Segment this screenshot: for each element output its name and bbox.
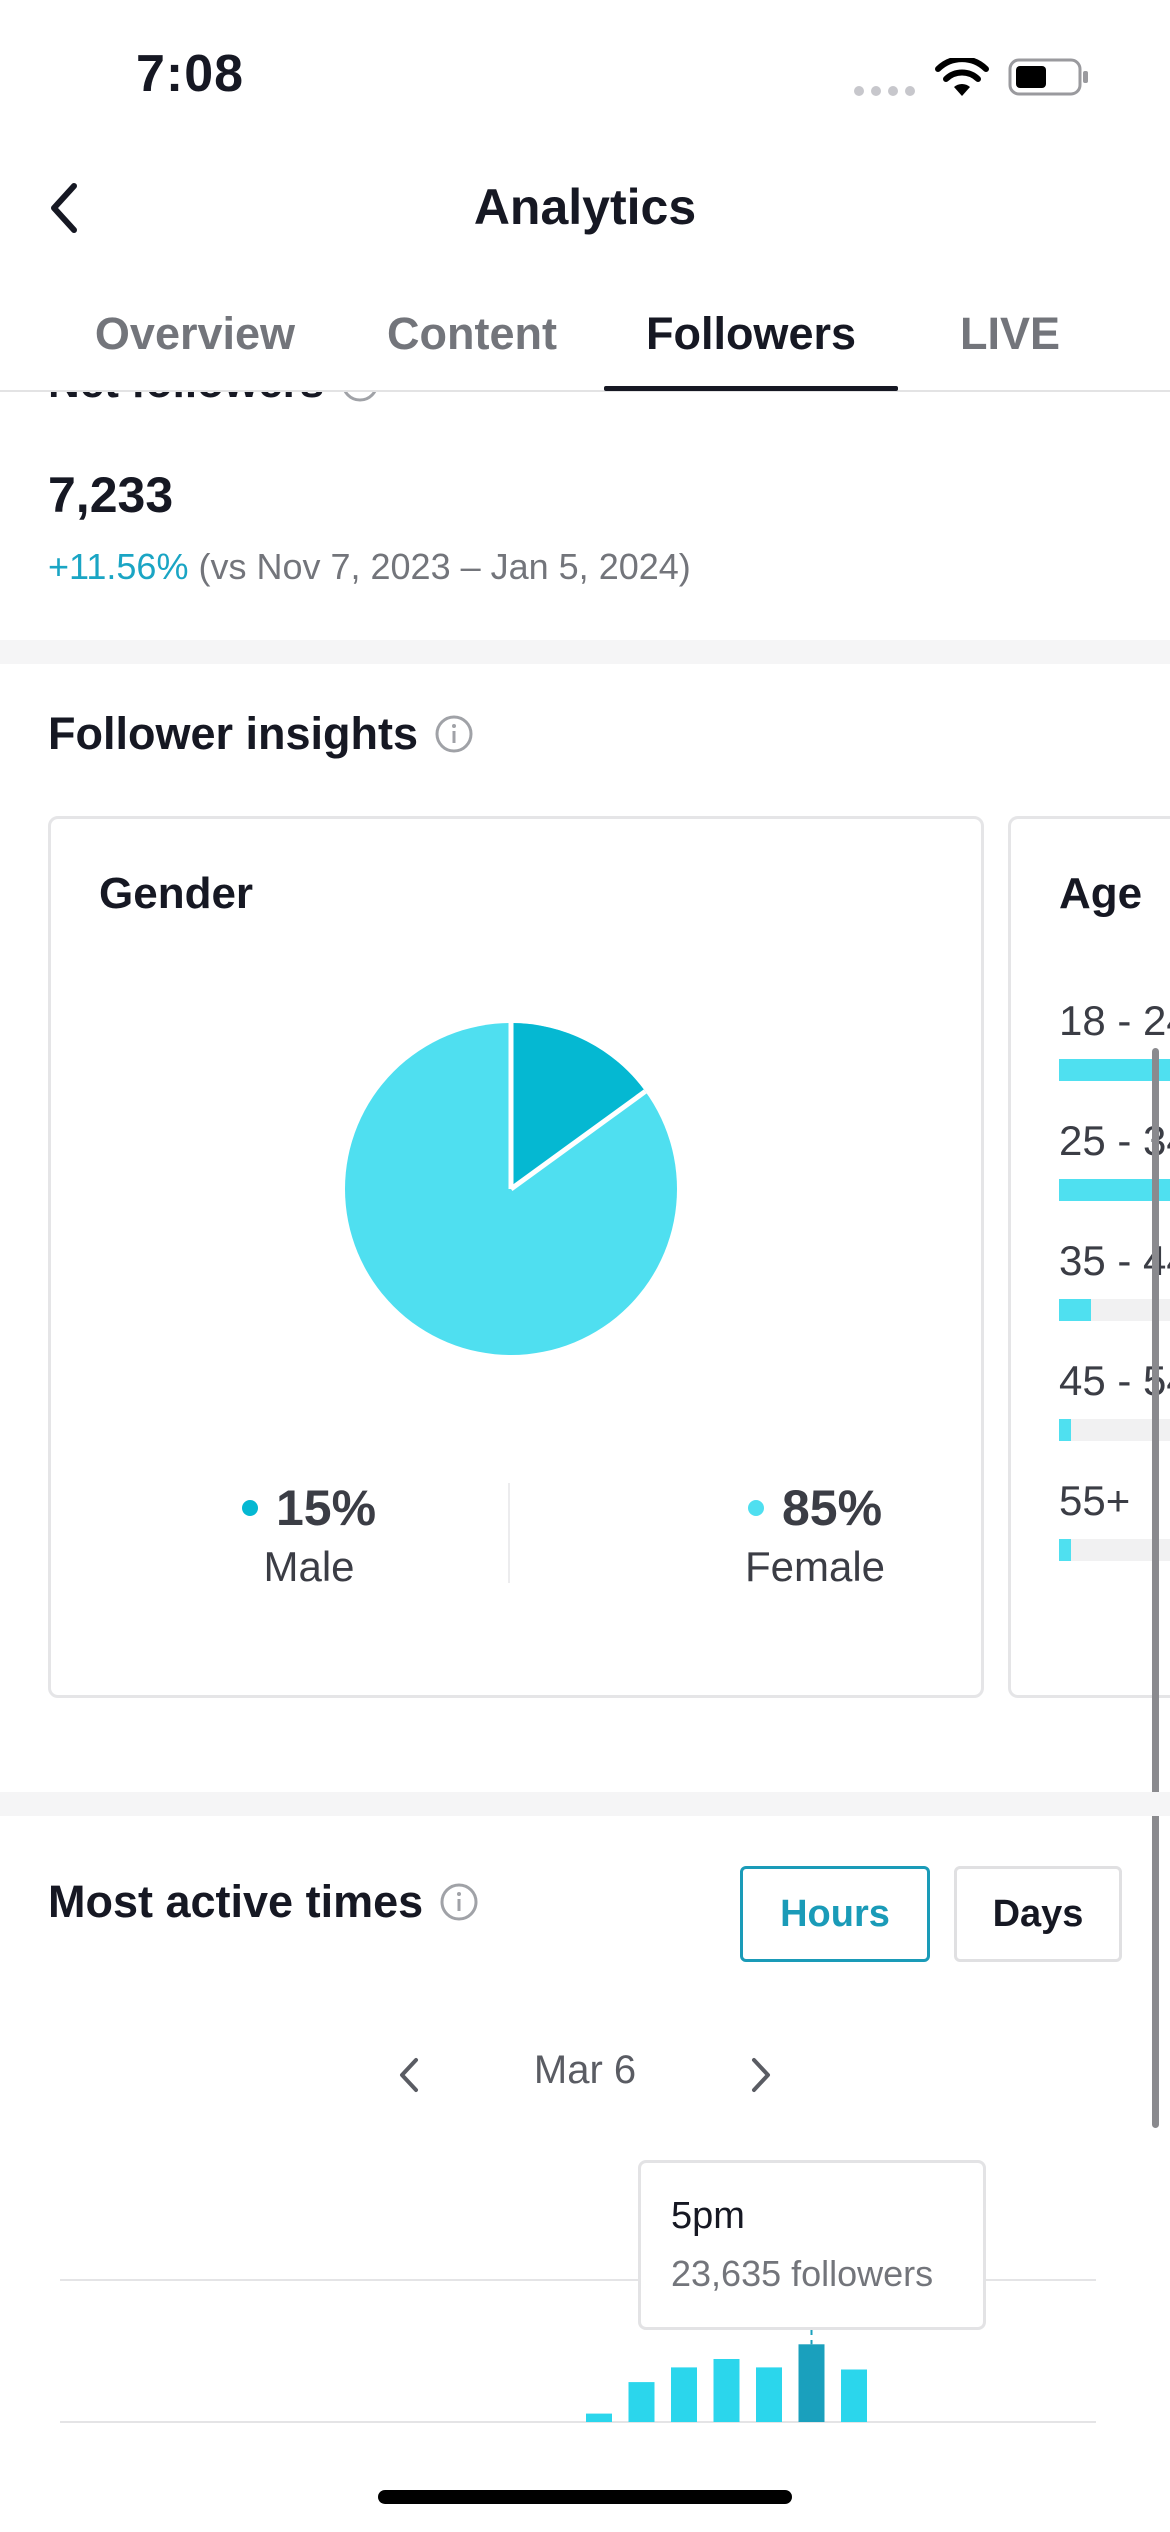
- legend-separator: [508, 1483, 510, 1583]
- chart-bar-2pm[interactable]: [671, 2367, 697, 2422]
- most-active-times-header: Most active times: [48, 1876, 479, 1928]
- age-row-35-44: 35 - 44: [1059, 1237, 1170, 1321]
- change-percentage: +11.56%: [48, 546, 189, 587]
- follower-insights-header: Follower insights: [48, 708, 474, 760]
- age-row-25-34: 25 - 34: [1059, 1117, 1170, 1201]
- battery-icon: [1008, 58, 1088, 96]
- age-bar: [1059, 1179, 1170, 1201]
- age-bar: [1059, 1059, 1170, 1081]
- chart-bar-1pm[interactable]: [628, 2382, 655, 2422]
- home-indicator: [378, 2490, 792, 2504]
- section-divider: [0, 640, 1170, 664]
- male-percentage: 15%: [275, 1480, 377, 1536]
- chart-bar-3pm[interactable]: [713, 2359, 740, 2422]
- age-card: Age 18 - 24 25 - 34 35 - 44 45 - 54 55+: [1008, 816, 1170, 1698]
- net-followers-change: +11.56% (vs Nov 7, 2023 – Jan 5, 2024): [48, 546, 691, 588]
- active-tab-indicator: [604, 386, 898, 391]
- info-icon[interactable]: [439, 1882, 479, 1922]
- status-time: 7:08: [136, 45, 245, 103]
- male-label: Male: [263, 1543, 355, 1590]
- age-bar: [1059, 1419, 1071, 1441]
- age-row-18-24: 18 - 24: [1059, 997, 1170, 1081]
- gender-card: Gender 15% Male 85% Female: [48, 816, 984, 1698]
- status-bar: 7:08: [0, 0, 1170, 150]
- age-label: 25 - 34: [1059, 1117, 1170, 1164]
- age-row-55-plus: 55+: [1059, 1477, 1170, 1561]
- tab-overview[interactable]: Overview: [94, 308, 296, 359]
- age-card-title: Age: [1059, 869, 1143, 918]
- current-date: Mar 6: [533, 2048, 637, 2092]
- tab-content[interactable]: Content: [387, 308, 557, 359]
- analytics-tabs: Overview Content Followers LIVE: [0, 290, 1170, 392]
- follower-insights-title: Follower insights: [48, 708, 419, 759]
- info-icon[interactable]: [434, 714, 474, 754]
- age-bar: [1059, 1299, 1091, 1321]
- horizontal-scroll-indicator[interactable]: [1152, 1048, 1159, 2128]
- tab-live[interactable]: LIVE: [959, 308, 1061, 359]
- wifi-icon: [935, 58, 989, 96]
- female-dot: [747, 1500, 764, 1516]
- net-followers-header: Net followers: [48, 392, 1148, 418]
- age-label: 35 - 44: [1059, 1237, 1170, 1284]
- age-label: 55+: [1059, 1477, 1131, 1524]
- previous-date-chevron-icon[interactable]: [392, 2052, 428, 2098]
- age-bar: [1059, 1539, 1071, 1561]
- cellular-signal-icon: [854, 86, 916, 96]
- next-date-chevron-icon[interactable]: [742, 2052, 778, 2098]
- gender-card-title: Gender: [99, 869, 254, 918]
- chart-bar-12pm[interactable]: [586, 2413, 612, 2422]
- chart-bar-4pm[interactable]: [756, 2367, 782, 2422]
- tab-followers[interactable]: Followers: [645, 308, 857, 359]
- navigation-bar: Analytics: [0, 150, 1170, 280]
- female-percentage: 85%: [781, 1480, 883, 1536]
- tooltip-value: 23,635 followers: [671, 2253, 934, 2294]
- chart-bars: [586, 2330, 867, 2422]
- chart-tooltip: 5pm 23,635 followers: [638, 2160, 986, 2330]
- page-title: Analytics: [473, 179, 697, 235]
- age-label: 45 - 54: [1059, 1357, 1170, 1404]
- change-period: (vs Nov 7, 2023 – Jan 5, 2024): [198, 546, 691, 587]
- legend-male: 15% Male: [179, 1479, 439, 1591]
- female-label: Female: [744, 1543, 886, 1590]
- back-chevron-icon[interactable]: [40, 176, 96, 240]
- days-toggle-button[interactable]: Days: [954, 1866, 1122, 1962]
- hours-toggle-button[interactable]: Hours: [740, 1866, 930, 1962]
- net-followers-value: 7,233: [48, 467, 174, 523]
- male-slice: [511, 1023, 646, 1189]
- section-divider: [0, 1792, 1170, 1816]
- most-active-times-title: Most active times: [48, 1876, 424, 1927]
- age-row-45-54: 45 - 54: [1059, 1357, 1170, 1441]
- legend-female: 85% Female: [685, 1479, 945, 1591]
- age-label: 18 - 24: [1059, 997, 1170, 1044]
- gender-pie-chart: [345, 1023, 677, 1355]
- info-icon[interactable]: [340, 392, 380, 403]
- net-followers-title: Net followers: [48, 392, 324, 408]
- active-times-chart: [60, 2279, 1096, 2423]
- tooltip-time: 5pm: [671, 2195, 745, 2237]
- chart-bar-6pm[interactable]: [841, 2369, 867, 2423]
- male-dot: [241, 1500, 258, 1516]
- date-navigator: Mar 6: [0, 2040, 1170, 2110]
- chart-bar-5pm[interactable]: [798, 2344, 825, 2422]
